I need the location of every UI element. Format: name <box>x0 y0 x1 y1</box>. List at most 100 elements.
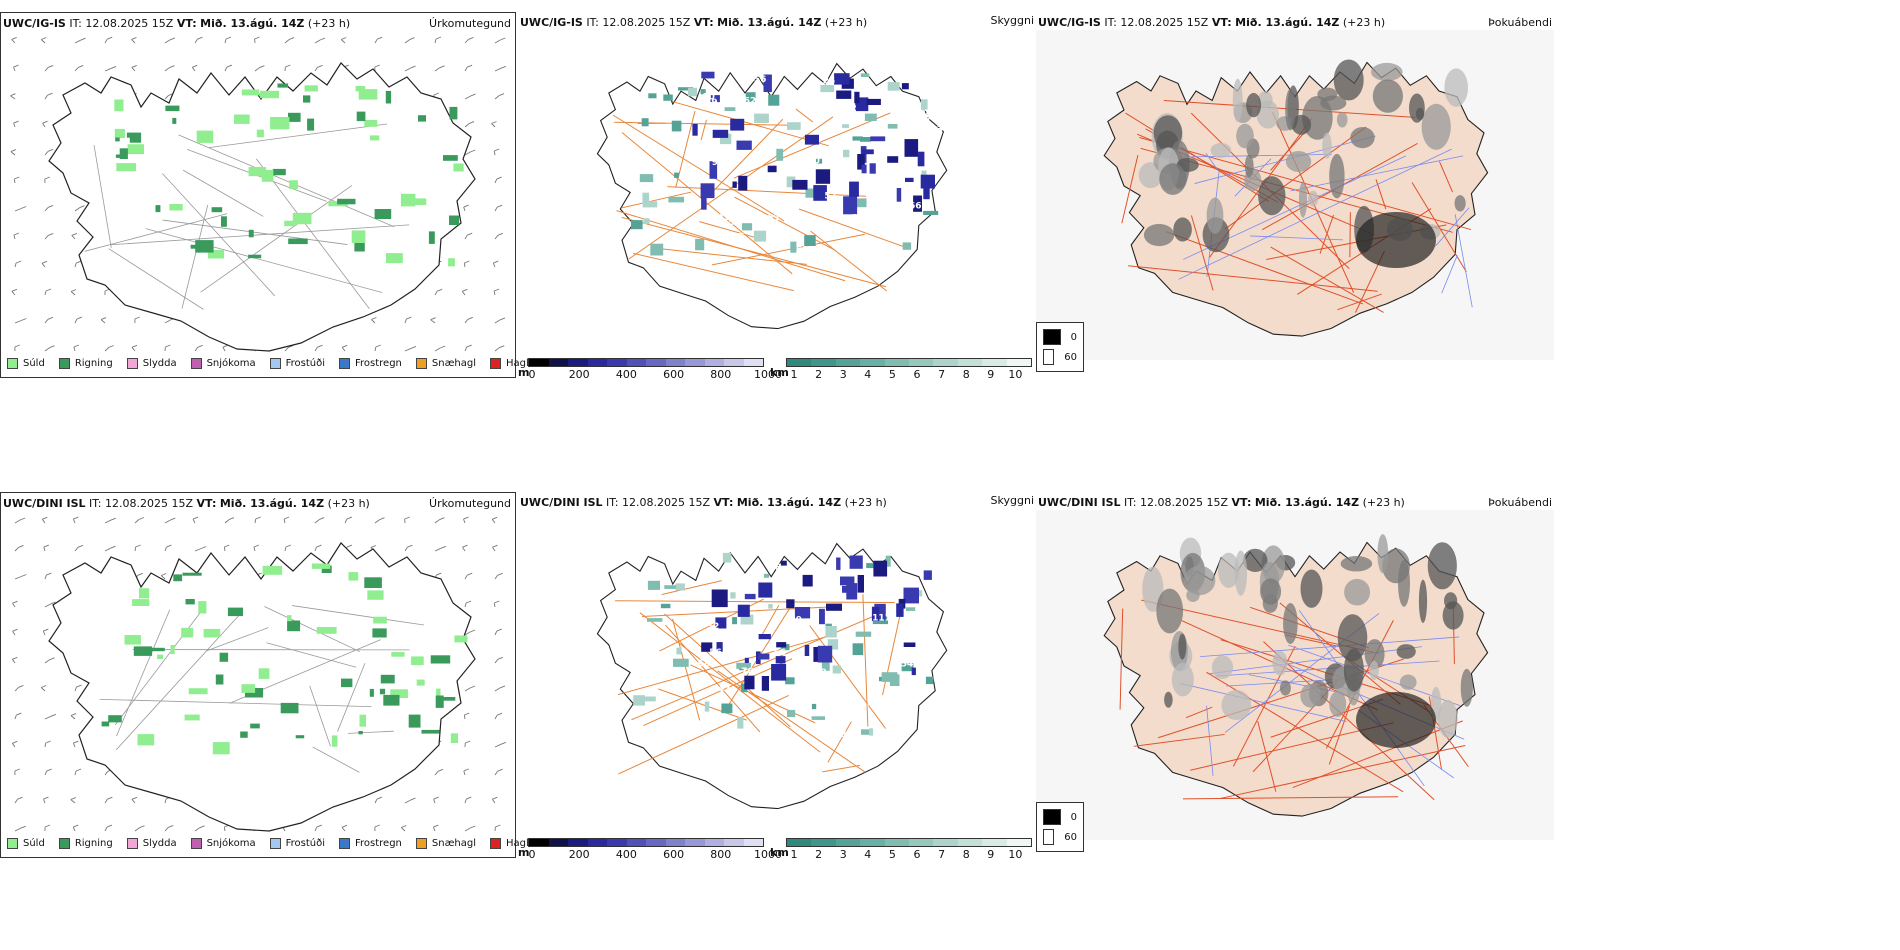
precip-cell <box>124 635 141 645</box>
precip-cell <box>198 601 207 614</box>
wind-barb <box>10 95 16 100</box>
visibility-cell <box>676 647 682 655</box>
visibility-cell <box>881 672 898 682</box>
terrain-cloud-cell <box>744 675 755 690</box>
wind-barb <box>494 659 499 664</box>
wind-barb-flag <box>44 824 51 828</box>
wind-barb <box>464 687 471 692</box>
wind-barb-flag <box>192 64 198 68</box>
road-line <box>99 698 372 708</box>
model-name: UWC/DINI ISL <box>3 497 86 510</box>
wind-barb-flag <box>467 316 473 320</box>
legend-item: Slydda <box>126 358 177 369</box>
wind-barb <box>224 519 230 524</box>
wind-barb-flag <box>465 740 471 744</box>
vt-value: Mið. 13.ágú. 14Z <box>200 17 305 30</box>
wind-barb <box>493 150 496 156</box>
wind-barb-flag <box>70 289 77 292</box>
precip-cell <box>311 563 331 569</box>
vt-value: Mið. 13.ágú. 14Z <box>717 16 822 29</box>
river-line <box>1206 705 1214 776</box>
terrain-cloud-cell <box>763 74 772 92</box>
wind-barb-flag <box>377 36 383 40</box>
precip-cell <box>115 154 126 158</box>
precip-cell <box>185 599 195 605</box>
precip-cell <box>184 714 200 721</box>
visibility-cell <box>721 703 733 714</box>
road-line <box>618 695 789 775</box>
precip-cell <box>386 253 403 264</box>
wind-barb <box>494 630 498 636</box>
precip-cell <box>358 89 378 100</box>
legend-label: Frostregn <box>355 838 402 849</box>
wind-barb-flag <box>494 148 500 152</box>
precip-cell <box>430 655 451 664</box>
wind-barb <box>314 67 318 72</box>
wind-barb <box>494 95 500 100</box>
visibility-cell <box>787 709 796 717</box>
colorbar-tick: 8 <box>962 848 970 861</box>
colorbar-strip <box>528 358 764 367</box>
river-line <box>1298 610 1425 787</box>
colorbar-segment <box>724 839 744 846</box>
fog-cell <box>1444 592 1458 610</box>
precip-cell <box>287 620 301 632</box>
colorbar-segment <box>685 359 705 366</box>
visibility-value-label: 56 <box>835 682 848 692</box>
legend-swatch <box>190 358 202 369</box>
wind-barb-flag <box>468 121 475 125</box>
visibility-value-label: 54 <box>901 659 914 669</box>
wind-barb-flag <box>47 92 53 96</box>
fog-cell <box>1371 62 1403 82</box>
precip-cell <box>261 169 274 182</box>
it-label: IT: <box>586 16 599 29</box>
fog-cell <box>1329 691 1347 717</box>
colorbar-ticks: 0 200 400 600 800 1000 <box>528 847 783 861</box>
fog-legend-value: 60 <box>1064 351 1077 363</box>
terrain-cloud-cell <box>700 183 715 199</box>
wind-barb-flag <box>15 260 22 264</box>
wind-barb <box>104 771 109 776</box>
visibility-cell <box>786 176 796 188</box>
river-line <box>1207 646 1423 675</box>
wind-barb <box>374 519 380 524</box>
wind-barb <box>70 715 76 720</box>
lead-time: (+23 h) <box>844 496 887 509</box>
wind-barb-flag <box>21 318 27 321</box>
wind-barb <box>404 318 407 324</box>
legend-item: Frostregn <box>339 838 402 849</box>
terrain-cloud-cell <box>854 91 860 104</box>
precip-cell <box>182 572 202 576</box>
road-line <box>759 604 780 640</box>
precip-type-panel: UWC/DINI ISL IT: 12.08.2025 15Z VT: Mið.… <box>0 492 538 858</box>
visibility-cell <box>866 563 879 569</box>
wind-barb-flag <box>407 544 413 548</box>
fog-map <box>1036 30 1554 360</box>
river-line <box>1179 683 1347 722</box>
road-line <box>632 252 794 292</box>
fog-cell <box>1398 560 1410 607</box>
river-line <box>1200 636 1460 658</box>
wind-barb <box>134 519 140 524</box>
terrain-cloud-cell <box>736 140 752 150</box>
wind-barb <box>400 827 406 832</box>
wind-barb-flag <box>77 544 84 548</box>
wind-barb-flag <box>197 36 203 40</box>
visibility-value-label: 65 <box>722 218 735 228</box>
wind-barb-flag <box>492 544 498 548</box>
colorbar-segment <box>982 839 1007 846</box>
wind-barb-flag <box>463 204 469 208</box>
wind-barb-flag <box>497 768 503 772</box>
road-line <box>862 594 869 727</box>
wind-barb <box>11 291 16 296</box>
wind-barb <box>194 827 200 832</box>
wind-barb <box>284 546 287 552</box>
wind-barb <box>494 714 498 720</box>
wind-barb <box>314 826 318 832</box>
wind-barb-flag <box>285 544 292 548</box>
terrain-cloud-cell <box>692 124 698 136</box>
wind-barb-flag <box>500 741 507 745</box>
wind-barb <box>492 798 496 804</box>
terrain-cloud-cell <box>861 164 867 174</box>
